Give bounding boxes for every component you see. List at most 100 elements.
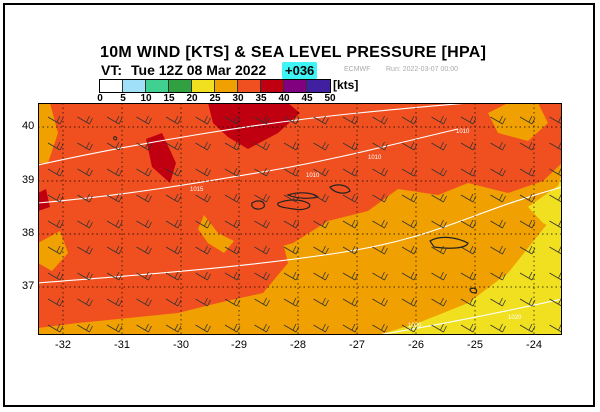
wind-barb [47,115,64,125]
map-border [38,103,562,335]
wind-barb [519,323,536,333]
longitude-tick-label: -27 [349,339,365,351]
wind-barb [342,141,359,151]
valid-time-label: VT: [101,62,122,78]
wind-barb [106,141,123,151]
color-scale-tick-label: 25 [209,93,221,104]
wind-barb [460,271,477,281]
wind-barb [136,141,152,151]
wind-barb [77,219,93,229]
wind-barb [254,219,270,229]
wind-barb [224,193,241,203]
wind-barb [401,245,418,255]
wind-field-yellow-top [528,183,562,233]
wind-barb [106,245,123,255]
wind-barb [372,271,388,281]
model-source: ECMWF [344,66,371,73]
wind-barb [342,193,359,203]
wind-barb [136,323,152,333]
isobar-1015 [38,186,562,284]
wind-barb [313,245,329,255]
wind-barb [136,297,152,307]
wind-field-darkred-3 [38,189,50,211]
wind-barb [401,167,418,177]
wind-barb [401,271,418,281]
wind-barb [283,245,300,255]
wind-barb [342,245,359,255]
color-scale-unit: [kts] [333,78,359,92]
wind-barb [519,115,536,125]
wind-barb [313,219,329,229]
wind-barb [460,245,477,255]
wind-barb [401,193,418,203]
isobar-label: 1015 [190,187,204,193]
wind-barb [106,271,123,281]
wind-barb [224,323,241,333]
wind-barb [77,297,93,307]
island-sao-jorge [286,192,320,199]
wind-barb [224,167,241,177]
isobar-label: 1010 [368,155,382,161]
isobar-label: 1010 [306,173,320,179]
wind-barb [77,193,93,203]
wind-barb [431,219,447,229]
wind-barb [519,245,536,255]
wind-barb [195,297,211,307]
wind-barb [165,141,182,151]
island-faial [251,200,265,210]
wind-barb [165,271,182,281]
isobar-1020 [377,298,562,335]
wind-barb [490,245,506,255]
latitude-tick-label: 38 [22,227,35,239]
color-scale-swatch [169,80,192,92]
color-scale-bar [99,79,331,93]
wind-barb [106,193,123,203]
wind-barb [342,297,359,307]
longitude-tick-label: -24 [526,339,542,351]
wind-barb [136,271,152,281]
longitude-tick-label: -26 [408,339,424,351]
wind-barb [283,115,300,125]
wind-barb [106,219,123,229]
isobar-1010-mid [38,128,459,204]
wind-field-orange-pocket-2 [38,231,68,271]
wind-barb [313,167,329,177]
wind-barb [106,297,123,307]
wind-barb [254,271,270,281]
wind-barb [224,115,241,125]
wind-barb [283,219,300,229]
isobar-label: 1010 [456,129,470,135]
wind-barb [372,219,388,229]
wind-barb [195,193,211,203]
wind-barb [136,193,152,203]
wind-barb [106,323,123,333]
isobar-label: 1020 [408,323,422,329]
wind-barb [342,219,359,229]
wind-barb [283,297,300,307]
wind-barb [313,297,329,307]
color-scale-swatch [238,80,261,92]
wind-barb [431,245,447,255]
wind-barb [136,115,152,125]
wind-barb [283,141,300,151]
wind-barb [431,115,447,125]
wind-barb [313,271,329,281]
wind-barb [401,219,418,229]
color-scale-swatch [261,80,284,92]
wind-barb [47,219,64,229]
wind-barb [519,167,536,177]
island-santa-maria [469,287,478,294]
wind-barb [195,115,211,125]
wind-barb [490,297,506,307]
wind-barb [460,323,477,333]
wind-barb [372,245,388,255]
wind-barb [254,167,270,177]
wind-barb [342,271,359,281]
wind-barb [460,219,477,229]
color-scale-tick-label: 10 [140,93,152,104]
wind-barb [313,323,329,333]
wind-barb [490,167,506,177]
wind-barb [372,297,388,307]
longitude-tick-label: -30 [173,339,189,351]
wind-barb [431,271,447,281]
